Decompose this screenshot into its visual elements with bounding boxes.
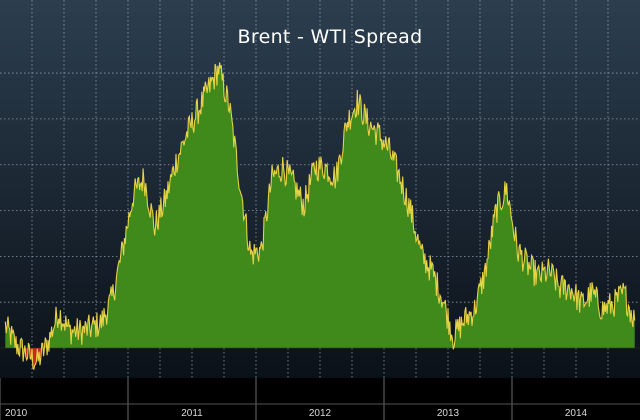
x-tick-label: 2014 xyxy=(565,408,588,419)
x-axis-band xyxy=(0,378,640,420)
spread-area-positive xyxy=(5,62,635,348)
chart-title: Brent - WTI Spread xyxy=(238,26,423,48)
x-tick-label: 2010 xyxy=(5,408,28,419)
x-axis: 2010 2011 2012 2013 2014 xyxy=(0,378,640,420)
x-tick-label: 2012 xyxy=(309,408,332,419)
spread-series-line xyxy=(4,62,636,371)
x-tick-label: 2013 xyxy=(437,408,460,419)
x-tick-label: 2011 xyxy=(181,408,203,419)
